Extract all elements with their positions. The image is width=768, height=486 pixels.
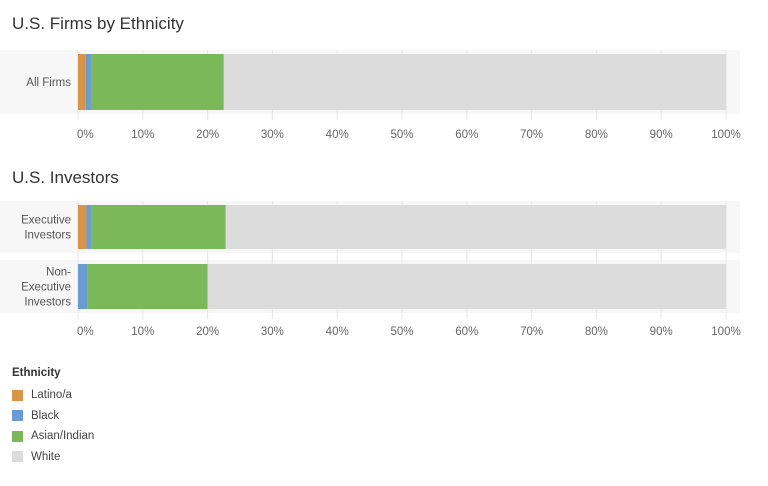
x-tick-label: 30% xyxy=(261,129,284,141)
x-tick-label: 20% xyxy=(196,129,219,141)
legend-label-white: White xyxy=(31,450,61,463)
legend-swatch-asian-indian xyxy=(12,430,23,442)
legend-item-white[interactable]: White xyxy=(12,447,94,468)
category-label-line: Executive xyxy=(21,215,71,227)
bar-asian-indian-1[interactable] xyxy=(87,264,208,309)
chart-title-firms: U.S. Firms by Ethnicity xyxy=(12,14,184,33)
legend-swatch-black xyxy=(12,410,23,422)
bar-black-1[interactable] xyxy=(78,264,88,309)
legend-label-asian-indian: Asian/Indian xyxy=(31,430,95,443)
category-label-line: Investors xyxy=(24,297,71,309)
x-tick-label: 50% xyxy=(390,326,413,338)
x-tick-label: 70% xyxy=(520,326,543,338)
x-tick-label: 100% xyxy=(711,326,740,338)
bar-black-0[interactable] xyxy=(85,54,91,110)
category-label: All Firms xyxy=(26,77,71,89)
x-tick-label: 40% xyxy=(326,326,349,338)
legend-item-latino[interactable]: Latino/a xyxy=(12,385,94,406)
category-label-line: Non- xyxy=(46,267,71,279)
bar-asian-indian-0[interactable] xyxy=(90,54,224,110)
x-tick-label: 60% xyxy=(455,326,478,338)
legend-item-black[interactable]: Black xyxy=(12,406,94,427)
x-tick-label: 80% xyxy=(585,326,608,338)
legend-swatch-latino xyxy=(12,389,23,401)
x-tick-label: 90% xyxy=(650,129,673,141)
bar-latino-a-0[interactable] xyxy=(78,54,86,110)
investors-chart: Executive Investors Non- Executive Investors… xyxy=(0,201,741,338)
bar-black-0[interactable] xyxy=(86,205,91,249)
legend: Ethnicity Latino/a Black Asian/Indian Wh… xyxy=(12,367,94,467)
x-tick-label: 90% xyxy=(650,326,673,338)
bar-latino-a-0[interactable] xyxy=(78,205,87,249)
bar-white-1[interactable] xyxy=(207,264,727,309)
legend-item-asian-indian[interactable]: Asian/Indian xyxy=(12,426,94,447)
bar-white-0[interactable] xyxy=(225,205,726,249)
firms-chart: All Firms 0% 10% 20% 30% 40% 50% 60% 70% 80% 90% 10… xyxy=(0,50,741,141)
bar-white-0[interactable] xyxy=(223,54,727,110)
legend-title: Ethnicity xyxy=(12,367,61,379)
x-tick-label: 0% xyxy=(77,129,94,141)
x-tick-label: 0% xyxy=(77,326,94,338)
x-tick-label: 30% xyxy=(261,326,284,338)
x-tick-label: 100% xyxy=(711,129,740,141)
x-tick-label: 40% xyxy=(326,129,349,141)
x-tick-label: 10% xyxy=(131,129,154,141)
chart-title-investors: U.S. Investors xyxy=(12,168,119,187)
legend-label-black: Black xyxy=(31,409,60,422)
x-tick-label: 70% xyxy=(520,129,543,141)
category-label-line: All Firms xyxy=(26,77,71,89)
x-tick-label: 60% xyxy=(455,129,478,141)
bar-asian-indian-0[interactable] xyxy=(90,205,226,249)
legend-label-latino: Latino/a xyxy=(31,389,72,402)
x-tick-label: 50% xyxy=(390,129,413,141)
x-tick-label: 10% xyxy=(131,326,154,338)
x-tick-label: 80% xyxy=(585,129,608,141)
category-label: Executive Investors xyxy=(21,215,71,242)
x-tick-label: 20% xyxy=(196,326,219,338)
legend-swatch-white xyxy=(12,451,23,463)
category-label-line: Executive xyxy=(21,282,71,294)
category-label-line: Investors xyxy=(24,230,71,242)
category-label: Non- Executive Investors xyxy=(21,267,71,309)
